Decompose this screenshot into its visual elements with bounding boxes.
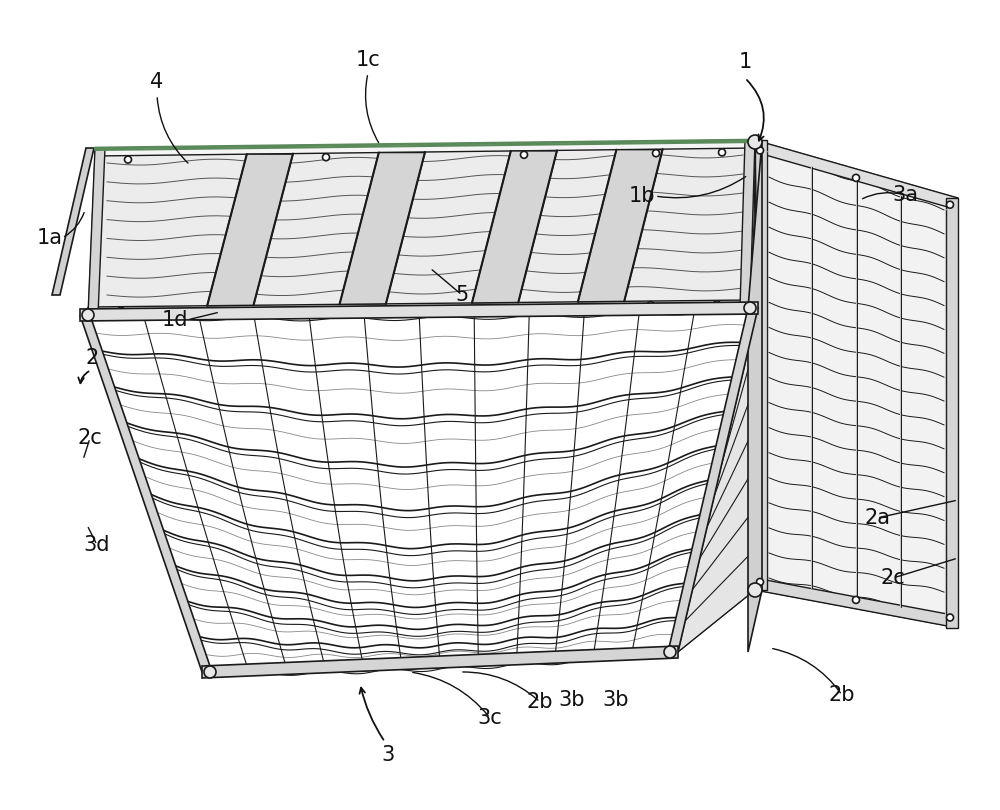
Polygon shape	[207, 154, 293, 305]
Circle shape	[757, 578, 764, 586]
Circle shape	[82, 309, 94, 321]
Polygon shape	[52, 148, 94, 295]
Text: 2b: 2b	[829, 685, 855, 705]
Text: 5: 5	[455, 285, 469, 305]
Text: 2b: 2b	[527, 692, 553, 712]
Polygon shape	[472, 151, 557, 303]
Polygon shape	[88, 300, 750, 315]
Text: 3: 3	[381, 745, 395, 765]
Text: 1d: 1d	[162, 310, 188, 330]
Polygon shape	[88, 140, 755, 315]
Polygon shape	[946, 198, 958, 628]
Polygon shape	[80, 315, 212, 672]
Polygon shape	[95, 140, 755, 156]
Text: 1: 1	[738, 52, 752, 72]
Polygon shape	[80, 302, 758, 321]
Text: 3b: 3b	[603, 690, 629, 710]
Circle shape	[322, 154, 330, 160]
Polygon shape	[340, 152, 425, 305]
Circle shape	[204, 666, 216, 678]
Text: 2a: 2a	[864, 508, 890, 528]
Polygon shape	[748, 141, 762, 652]
Circle shape	[124, 156, 132, 163]
Circle shape	[946, 201, 954, 208]
Circle shape	[744, 302, 756, 314]
Circle shape	[713, 301, 720, 308]
Polygon shape	[678, 140, 758, 652]
Circle shape	[748, 135, 762, 149]
Polygon shape	[755, 140, 767, 590]
Text: 1a: 1a	[37, 228, 63, 248]
Polygon shape	[740, 140, 755, 308]
Text: 3c: 3c	[478, 708, 502, 728]
Circle shape	[652, 150, 660, 156]
Circle shape	[757, 147, 764, 154]
Circle shape	[118, 307, 125, 314]
Text: 1c: 1c	[356, 50, 380, 70]
Polygon shape	[88, 148, 105, 315]
Circle shape	[852, 596, 860, 603]
Polygon shape	[578, 150, 663, 302]
Polygon shape	[755, 578, 958, 628]
Polygon shape	[668, 308, 758, 652]
Polygon shape	[202, 646, 678, 678]
Text: 1b: 1b	[629, 186, 655, 206]
Text: 3b: 3b	[559, 690, 585, 710]
Circle shape	[664, 646, 676, 658]
Polygon shape	[755, 140, 958, 210]
Circle shape	[852, 174, 860, 181]
Circle shape	[946, 614, 954, 621]
Text: 2c: 2c	[881, 568, 905, 588]
Polygon shape	[755, 140, 958, 628]
Circle shape	[647, 301, 654, 309]
Circle shape	[748, 583, 762, 597]
Circle shape	[520, 151, 528, 158]
Text: 3d: 3d	[84, 535, 110, 555]
Text: 4: 4	[150, 72, 164, 92]
Text: 2: 2	[85, 348, 99, 368]
Text: 2c: 2c	[78, 428, 102, 448]
Circle shape	[718, 149, 726, 156]
Text: 3a: 3a	[892, 185, 918, 205]
